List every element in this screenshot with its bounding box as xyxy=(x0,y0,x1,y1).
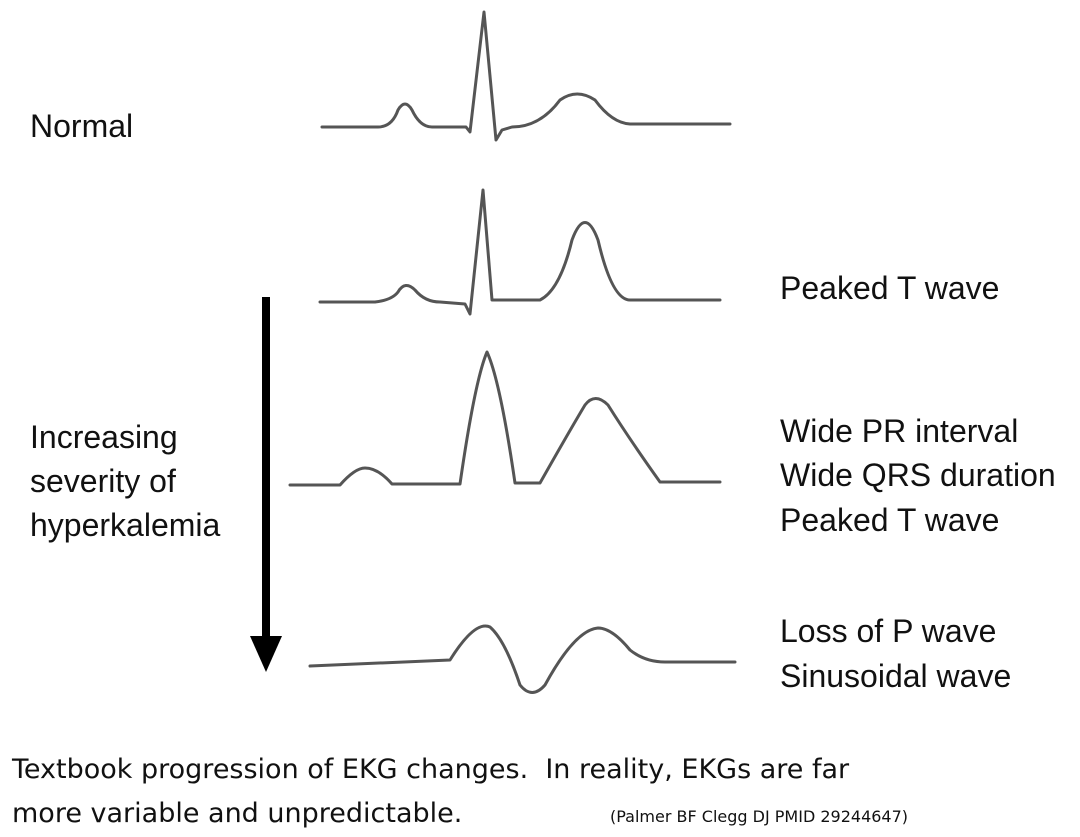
label: Sinusoidal wave xyxy=(780,658,1011,694)
label: Wide PR interval xyxy=(780,413,1018,449)
label: Peaked T wave xyxy=(780,270,999,306)
ekg-wide xyxy=(288,350,722,487)
label: Loss of P wave xyxy=(780,613,996,649)
caption: more variable and unpredictable. xyxy=(12,798,462,829)
label: severity of xyxy=(30,463,176,499)
label: Increasing xyxy=(30,419,178,455)
citation: (Palmer BF Clegg DJ PMID 29244647) xyxy=(610,807,908,826)
caption: Textbook progression of EKG changes. In … xyxy=(11,754,850,785)
ekg-peaked-t xyxy=(318,188,722,316)
label: Wide QRS duration xyxy=(780,457,1056,493)
label: hyperkalemia xyxy=(30,507,221,543)
label: Peaked T wave xyxy=(780,502,999,538)
ekg-normal xyxy=(320,10,732,142)
ekg-sinusoidal xyxy=(308,624,737,694)
arrow-head xyxy=(250,636,282,672)
label: Normal xyxy=(30,108,133,144)
